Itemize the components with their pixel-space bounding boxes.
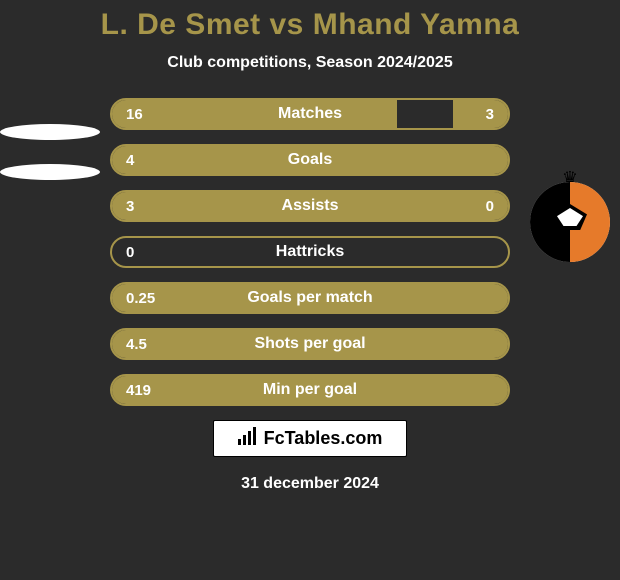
stat-value-left: 0.25 [126, 290, 155, 307]
player-right-club-badge: ♛ [530, 182, 610, 262]
stat-value-left: 4 [126, 152, 134, 169]
stat-value-left: 3 [126, 198, 134, 215]
stat-value-right: 3 [486, 106, 494, 123]
club-badge [530, 182, 610, 262]
stat-label: Goals per match [247, 289, 372, 307]
stat-row: Min per goal 419 [110, 374, 510, 406]
stat-bar-left [112, 192, 441, 220]
stat-bar-right [453, 100, 508, 128]
stat-value-right: 0 [486, 198, 494, 215]
stat-value-left: 16 [126, 106, 143, 123]
logo-text: FcTables.com [264, 428, 383, 449]
page-title: L. De Smet vs Mhand Yamna [0, 8, 620, 42]
stat-label: Goals [288, 151, 332, 169]
footer: FcTables.com 31 december 2024 [0, 420, 620, 493]
stat-row: Assists 3 0 [110, 190, 510, 222]
stat-label: Min per goal [263, 381, 357, 399]
stat-value-left: 0 [126, 244, 134, 261]
stat-label: Hattricks [276, 243, 344, 261]
stat-row: Shots per goal 4.5 [110, 328, 510, 360]
footer-date: 31 december 2024 [0, 475, 620, 493]
bar-chart-icon [238, 427, 258, 450]
fctables-logo: FcTables.com [213, 420, 408, 457]
stat-label: Matches [278, 105, 342, 123]
header: L. De Smet vs Mhand Yamna Club competiti… [0, 0, 620, 72]
stats-comparison: Matches 16 3 Goals 4 Assists 3 0 Hattricks 0 Goals… [110, 98, 510, 406]
avatar-placeholder-oval [0, 164, 100, 180]
stat-value-left: 419 [126, 382, 151, 399]
stat-value-left: 4.5 [126, 336, 147, 353]
stat-label: Shots per goal [254, 335, 365, 353]
player-left-avatar [10, 112, 90, 192]
stat-label: Assists [282, 197, 339, 215]
stat-bar-right [441, 192, 508, 220]
stat-bar-left [112, 100, 397, 128]
stat-row: Hattricks 0 [110, 236, 510, 268]
stat-row: Goals per match 0.25 [110, 282, 510, 314]
stat-row: Goals 4 [110, 144, 510, 176]
avatar-placeholder-oval [0, 124, 100, 140]
page-subtitle: Club competitions, Season 2024/2025 [0, 54, 620, 72]
stat-row: Matches 16 3 [110, 98, 510, 130]
